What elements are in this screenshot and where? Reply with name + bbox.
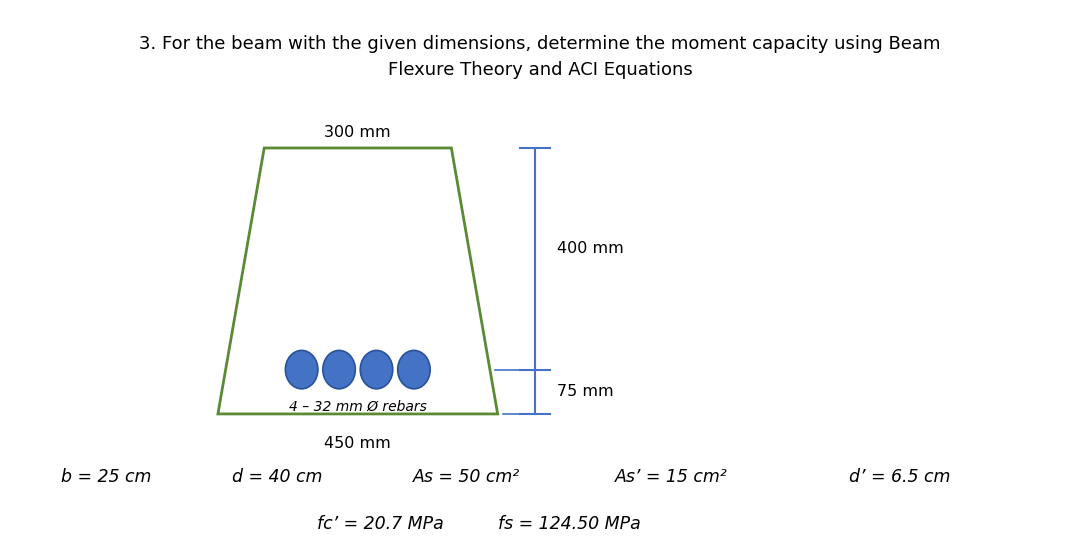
Text: 400 mm: 400 mm xyxy=(557,241,624,256)
Polygon shape xyxy=(218,148,497,414)
Ellipse shape xyxy=(285,350,318,389)
Ellipse shape xyxy=(398,350,430,389)
Text: 4 – 32 mm Ø rebars: 4 – 32 mm Ø rebars xyxy=(289,400,427,414)
Text: d’ = 6.5 cm: d’ = 6.5 cm xyxy=(850,468,950,486)
Ellipse shape xyxy=(360,350,392,389)
Text: 3. For the beam with the given dimensions, determine the moment capacity using B: 3. For the beam with the given dimension… xyxy=(139,34,940,53)
Text: As’ = 15 cm²: As’ = 15 cm² xyxy=(615,468,728,486)
Text: As = 50 cm²: As = 50 cm² xyxy=(413,468,520,486)
Ellipse shape xyxy=(323,350,356,389)
Text: 300 mm: 300 mm xyxy=(324,125,391,140)
Text: Flexure Theory and ACI Equations: Flexure Theory and ACI Equations xyxy=(388,61,693,80)
Text: d = 40 cm: d = 40 cm xyxy=(231,468,322,486)
Text: 450 mm: 450 mm xyxy=(324,435,391,450)
Text: b = 25 cm: b = 25 cm xyxy=(62,468,151,486)
Text: 75 mm: 75 mm xyxy=(557,384,613,399)
Text: fs = 124.50 MPa: fs = 124.50 MPa xyxy=(498,515,641,533)
Text: fc’ = 20.7 MPa: fc’ = 20.7 MPa xyxy=(317,515,443,533)
